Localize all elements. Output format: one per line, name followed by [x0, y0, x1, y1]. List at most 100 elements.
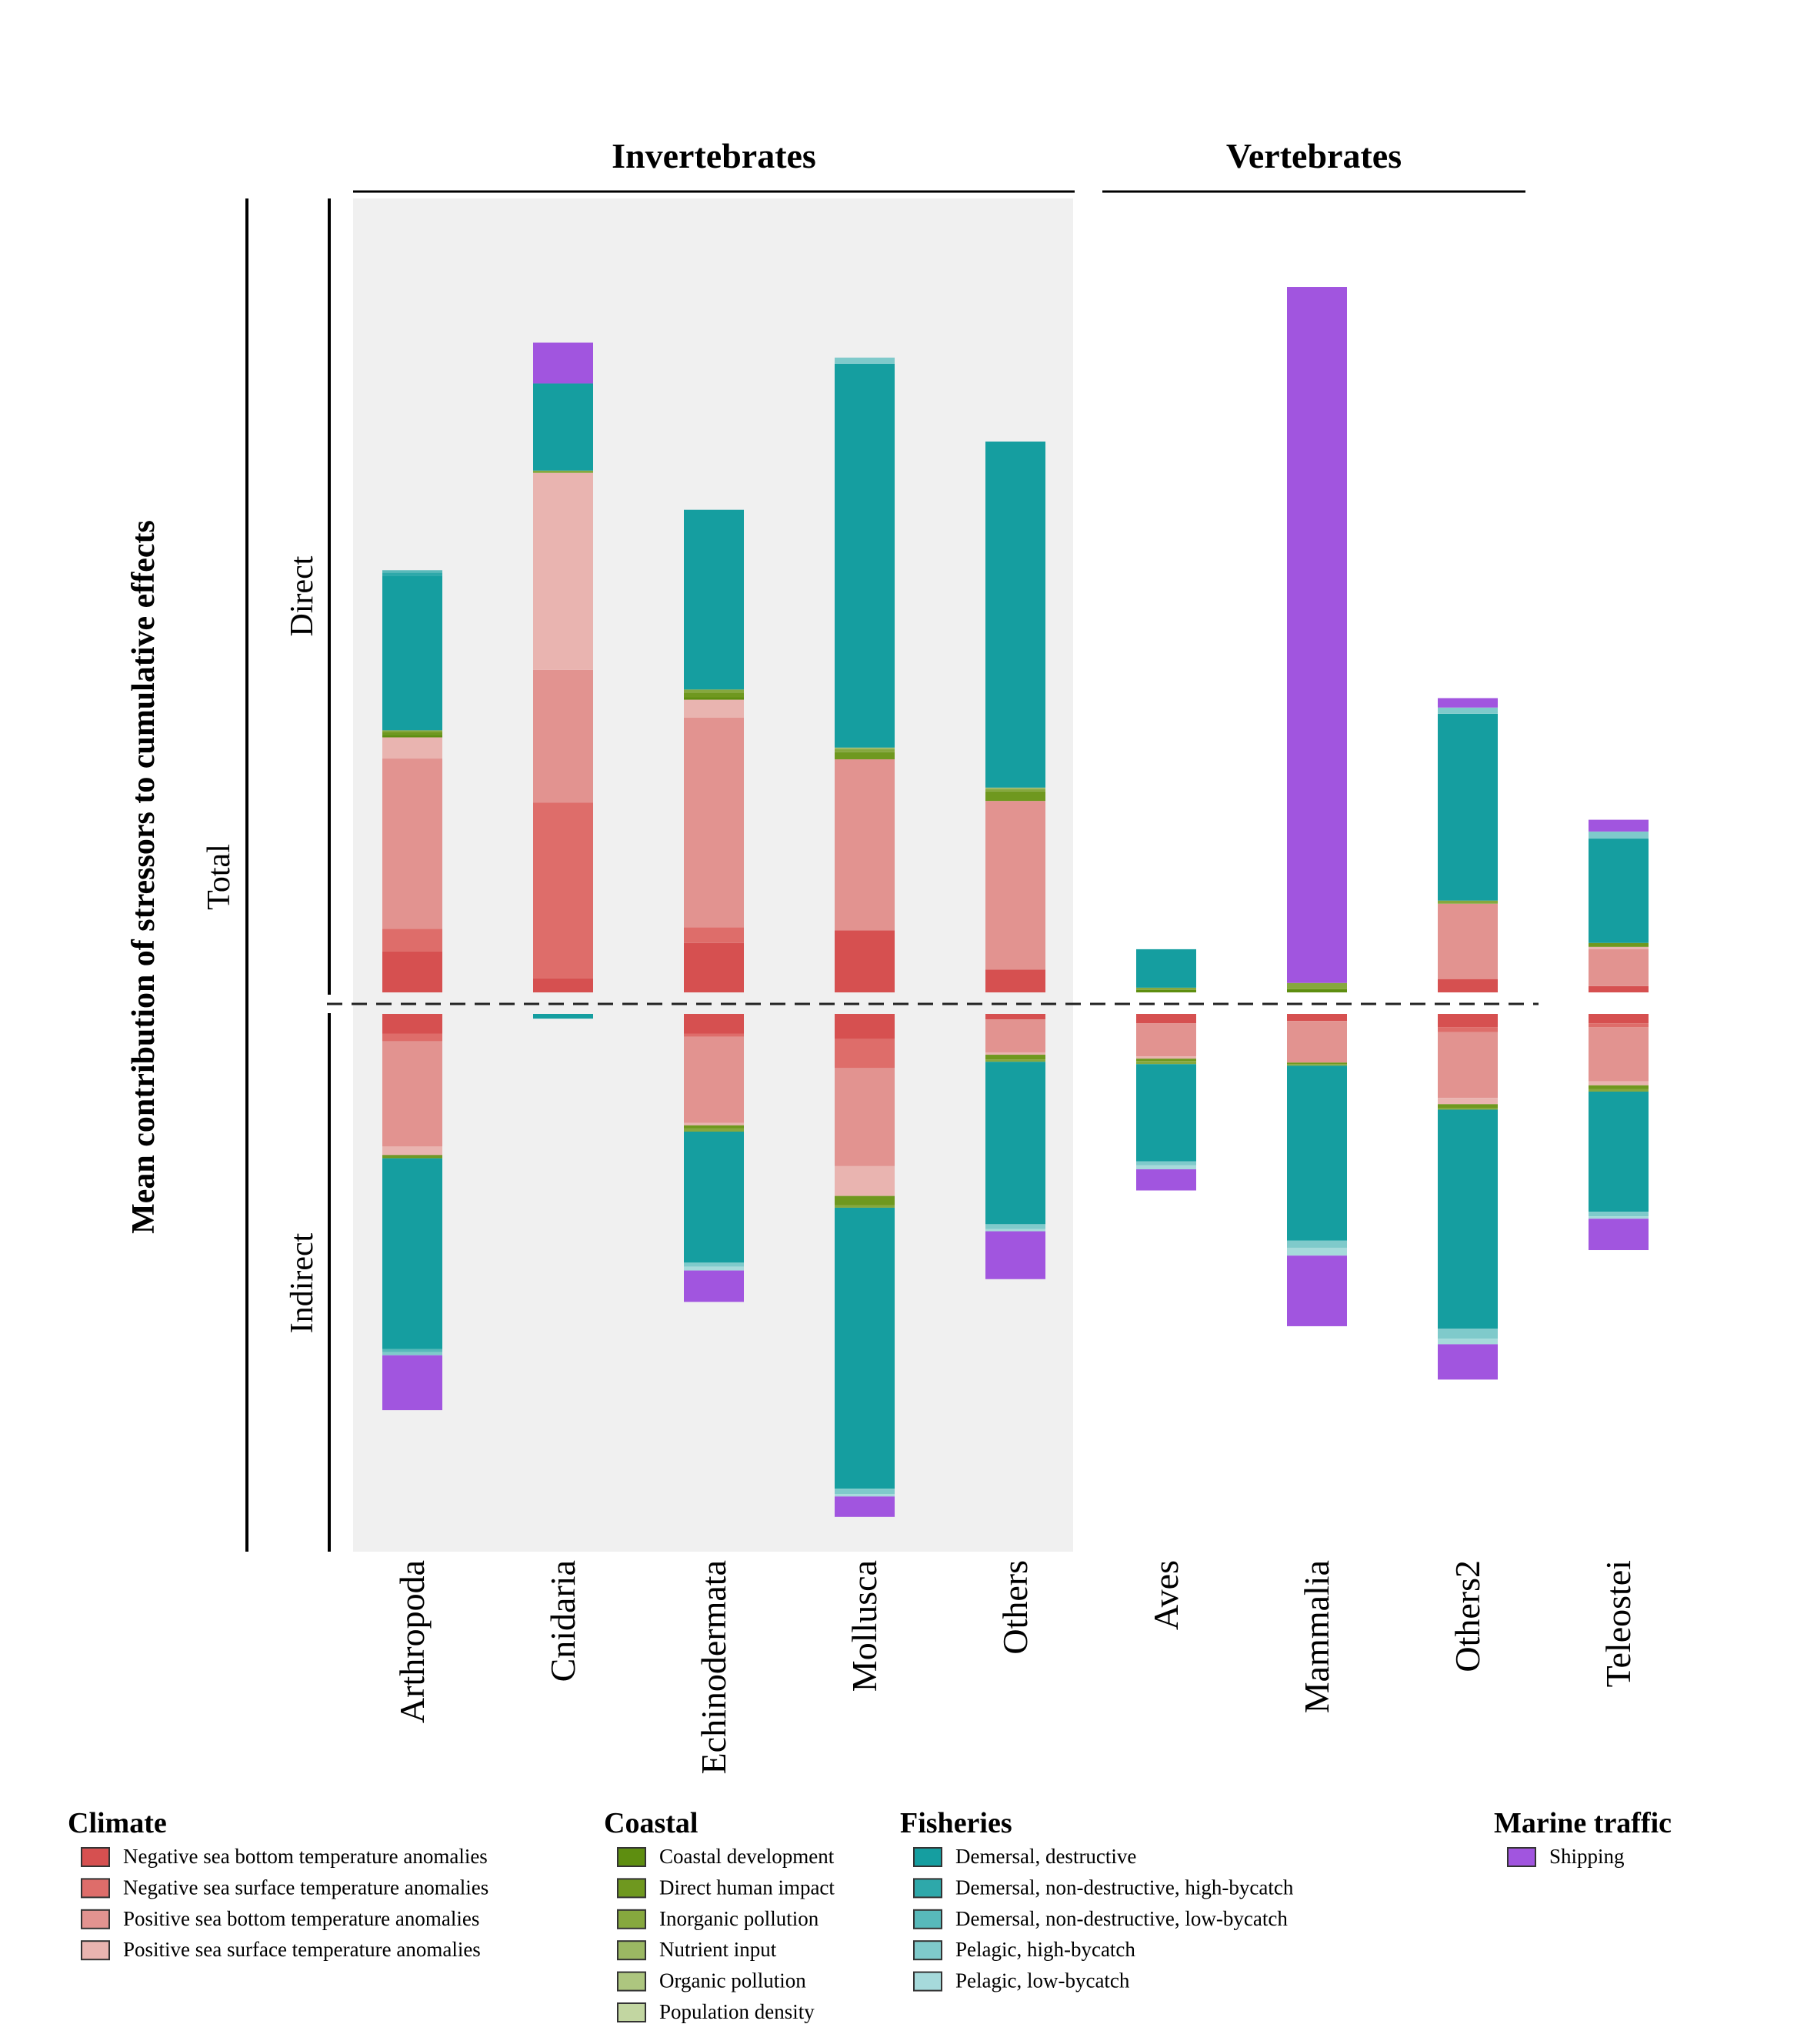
- bar-segment-direct-others2-phb: [1438, 707, 1498, 714]
- bar-segment-direct-others-nsbt: [985, 969, 1045, 992]
- bar-segment-indirect-echinodermata-plb: [684, 1266, 744, 1271]
- row-label-direct: Direct: [285, 555, 320, 636]
- bar-segment-direct-arthropoda-dd: [382, 575, 442, 731]
- legend-label-org: Organic pollution: [659, 1969, 806, 1992]
- legend-swatch-nut: [617, 1940, 646, 1961]
- legend-swatch-psst: [81, 1940, 110, 1961]
- bar-segment-direct-cnidaria-inorg: [533, 470, 593, 473]
- bar-segment-indirect-others-inorg: [985, 1059, 1045, 1062]
- bar-segment-indirect-arthropoda-dhi: [382, 1156, 442, 1159]
- bar-segment-direct-mollusca-nsbt: [835, 930, 895, 992]
- bar-segment-indirect-echinodermata-nsst: [684, 1033, 744, 1037]
- legend-label-psst: Positive sea surface temperature anomali…: [123, 1938, 481, 1961]
- bar-segment-indirect-arthropoda-ship: [382, 1355, 442, 1411]
- bar-segment-indirect-teleostei-nsbt: [1589, 1014, 1649, 1024]
- bar-segment-direct-echinodermata-nsbt: [684, 942, 744, 992]
- bar-segment-direct-others2-inorg: [1438, 900, 1498, 904]
- y-axis-title: Mean contribution of stressors to cumula…: [126, 520, 162, 1234]
- bar-segment-indirect-others-plb: [985, 1229, 1045, 1232]
- bar-segment-direct-echinodermata-psst: [684, 699, 744, 718]
- legend-swatch-ship: [1507, 1847, 1536, 1867]
- legend-title-fisheries: Fisheries: [900, 1807, 1012, 1839]
- bar-segment-indirect-others-nsbt: [985, 1014, 1045, 1020]
- group-headers: Invertebrates Vertebrates: [353, 136, 1525, 193]
- bar-segment-indirect-mollusca-psbt: [835, 1068, 895, 1166]
- bar-segment-indirect-others-phb: [985, 1224, 1045, 1229]
- legend-swatch-pop: [617, 2002, 646, 2022]
- bar-segment-indirect-echinodermata-psbt: [684, 1036, 744, 1123]
- legend-label-pop: Population density: [659, 2000, 815, 2023]
- bar-segment-indirect-echinodermata-dd: [684, 1132, 744, 1263]
- bar-segment-indirect-others2-inorg: [1438, 1108, 1498, 1110]
- bar-segment-indirect-others2-phb: [1438, 1329, 1498, 1339]
- bar-segment-indirect-others2-psbt: [1438, 1032, 1498, 1099]
- bar-segment-direct-mollusca-phb: [835, 357, 895, 364]
- bar-segment-direct-teleostei-phb: [1589, 831, 1649, 839]
- legend-swatch-dndhb: [913, 1878, 942, 1899]
- bar-segment-indirect-mammalia-psbt: [1287, 1021, 1347, 1063]
- bar-segment-indirect-arthropoda-cdev: [382, 1155, 442, 1157]
- bar-segment-indirect-teleostei-phb: [1589, 1212, 1649, 1217]
- bar-segment-indirect-mollusca-phb: [835, 1489, 895, 1495]
- bar-segment-direct-aves-cdev: [1136, 989, 1196, 992]
- bar-segment-direct-arthropoda-inorg: [382, 730, 442, 732]
- bar-segment-indirect-aves-plb: [1136, 1165, 1196, 1169]
- legend-label-plb: Pelagic, low-bycatch: [955, 1969, 1130, 1992]
- bar-segment-indirect-teleostei-plb: [1589, 1216, 1649, 1219]
- bar-segment-indirect-others2-ship: [1438, 1344, 1498, 1380]
- bar-segment-indirect-others-ship: [985, 1231, 1045, 1279]
- legend-label-dhi: Direct human impact: [659, 1876, 835, 1899]
- bar-segment-direct-echinodermata-cdev: [684, 697, 744, 700]
- bar-segment-indirect-others2-dhi: [1438, 1104, 1498, 1109]
- x-label-arthropoda: Arthropoda: [392, 1560, 432, 1723]
- group-header-invertebrates: Invertebrates: [612, 136, 816, 175]
- legend-title-marine-traffic: Marine traffic: [1494, 1807, 1672, 1839]
- legend-title-coastal: Coastal: [604, 1807, 698, 1839]
- bar-segment-direct-echinodermata-dhi: [684, 692, 744, 698]
- bar-segment-indirect-mammalia-dd: [1287, 1065, 1347, 1241]
- bar-segment-direct-mammalia-ship: [1287, 287, 1347, 983]
- bar-segment-indirect-teleostei-dd: [1589, 1091, 1649, 1212]
- bar-segment-indirect-mammalia-plb: [1287, 1247, 1347, 1256]
- bar-segment-direct-arthropoda-nsst: [382, 929, 442, 952]
- bar-segment-direct-teleostei-dd: [1589, 839, 1649, 943]
- bar-segment-indirect-aves-psbt: [1136, 1023, 1196, 1057]
- bar-segment-indirect-others2-psst: [1438, 1098, 1498, 1105]
- bar-segment-indirect-mammalia-nsbt: [1287, 1014, 1347, 1022]
- bar-segment-direct-teleostei-psbt: [1589, 949, 1649, 986]
- legend-label-cdev: Coastal development: [659, 1845, 835, 1868]
- bar-segment-direct-others2-ship: [1438, 698, 1498, 708]
- bar-segment-indirect-mammalia-dhi: [1287, 1062, 1347, 1065]
- bar-segment-indirect-teleostei-psst: [1589, 1081, 1649, 1085]
- bar-segment-indirect-others-psst: [985, 1052, 1045, 1055]
- legend-label-inorg: Inorganic pollution: [659, 1907, 819, 1930]
- bar-segment-direct-arthropoda-dhi: [382, 732, 442, 735]
- x-label-others2: Others2: [1448, 1560, 1487, 1672]
- bar-segment-indirect-teleostei-psbt: [1589, 1027, 1649, 1082]
- bar-segment-indirect-mammalia-phb: [1287, 1240, 1347, 1248]
- legend-label-dndhb: Demersal, non-destructive, high-bycatch: [955, 1876, 1294, 1899]
- legend-label-phb: Pelagic, high-bycatch: [955, 1938, 1135, 1961]
- bar-segment-indirect-aves-nsbt: [1136, 1014, 1196, 1024]
- legend-swatch-cdev: [617, 1847, 646, 1867]
- bar-segment-indirect-others-dhi: [985, 1055, 1045, 1060]
- bar-segment-indirect-aves-psst: [1136, 1056, 1196, 1059]
- bar-segment-indirect-arthropoda-dd: [382, 1158, 442, 1349]
- group-header-vertebrates: Vertebrates: [1226, 136, 1402, 175]
- bar-segment-indirect-aves-dd: [1136, 1064, 1196, 1162]
- bar-segment-indirect-aves-inorg: [1136, 1061, 1196, 1065]
- bar-segment-indirect-others-psbt: [985, 1019, 1045, 1052]
- bar-segment-direct-arthropoda-cdev: [382, 735, 442, 738]
- bar-segment-direct-others-psbt: [985, 801, 1045, 970]
- bar-segment-direct-others-inorg: [985, 789, 1045, 792]
- bar-segment-indirect-aves-ship: [1136, 1169, 1196, 1191]
- bar-segment-indirect-echinodermata-inorg: [684, 1128, 744, 1132]
- bar-segment-indirect-others2-nsbt: [1438, 1014, 1498, 1028]
- legend-swatch-dd: [913, 1847, 942, 1867]
- bar-segment-indirect-mollusca-psst: [835, 1165, 895, 1196]
- bar-segment-indirect-teleostei-dhi: [1589, 1085, 1649, 1089]
- bar-segment-indirect-teleostei-inorg: [1589, 1089, 1649, 1092]
- bar-segment-indirect-arthropoda-nsst: [382, 1033, 442, 1042]
- bar-segment-direct-mollusca-dd: [835, 363, 895, 748]
